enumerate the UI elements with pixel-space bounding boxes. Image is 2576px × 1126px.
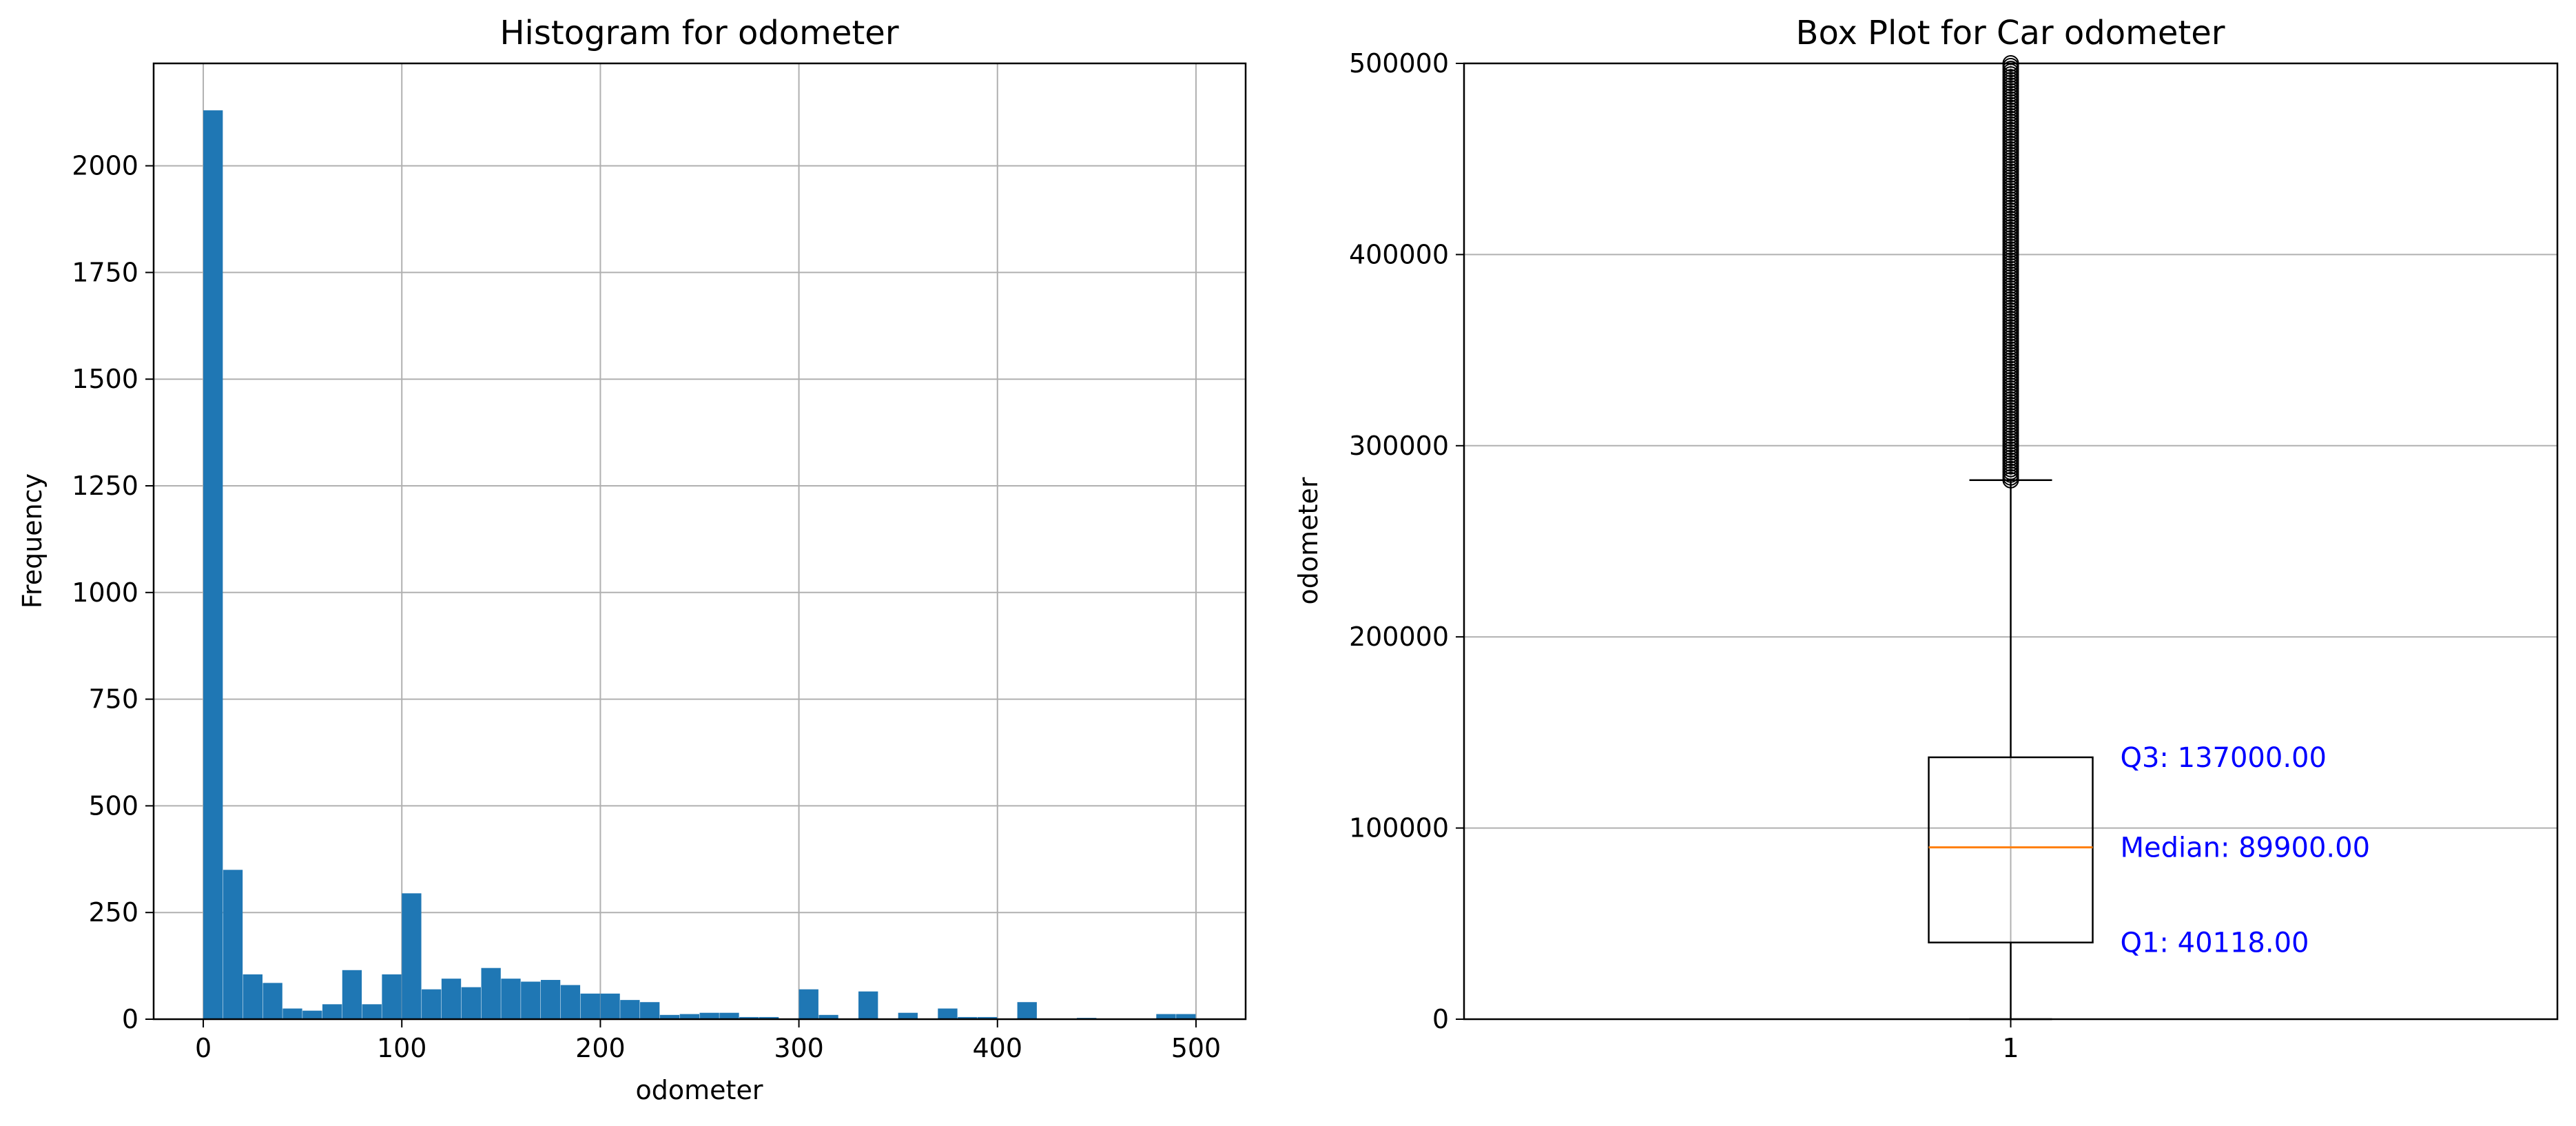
histogram-x-ticks: 0 100 200 300 400 500 (195, 1019, 1221, 1063)
histogram-y-tick-label: 250 (88, 897, 138, 928)
histogram-bar (1156, 1014, 1176, 1019)
histogram-bar (759, 1016, 779, 1019)
histogram-bar (798, 989, 818, 1019)
histogram-bar (818, 1014, 838, 1019)
histogram-bar (739, 1016, 759, 1019)
histogram-bar (679, 1014, 699, 1019)
histogram-x-tick-label: 200 (575, 1033, 626, 1063)
histogram-bar (243, 974, 262, 1019)
box-plot-y-axis-label: odometer (1293, 477, 1323, 604)
histogram-bar (1176, 1014, 1196, 1019)
histogram-bar (223, 870, 243, 1019)
box-plot-y-tick-label: 300000 (1349, 431, 1449, 461)
histogram-bar (620, 1000, 640, 1019)
histogram-bar (858, 991, 878, 1019)
histogram-chart: 0 100 200 300 400 500 0 250 500 750 1000 1250 1500 1… (17, 14, 1247, 1105)
histogram-bar (580, 993, 600, 1019)
histogram-x-tick-label: 500 (1171, 1033, 1222, 1063)
histogram-bar (402, 893, 422, 1019)
histogram-bar (461, 987, 481, 1019)
histogram-bar (262, 983, 282, 1019)
histogram-bar (282, 1008, 302, 1019)
histogram-bar (501, 979, 521, 1019)
histogram-x-tick-label: 0 (195, 1033, 212, 1063)
histogram-bar (382, 974, 402, 1019)
box-plot-y-tick-label: 0 (1432, 1004, 1449, 1034)
histogram-plot-frame (152, 62, 1247, 1021)
histogram-y-tick-label: 2000 (72, 151, 138, 181)
histogram-bar (540, 980, 561, 1019)
histogram-bar (560, 985, 581, 1019)
histogram-bar (362, 1004, 382, 1019)
histogram-bar (342, 970, 362, 1019)
median-annotation: Median: 89900.00 (2121, 832, 2371, 864)
histogram-bar (977, 1016, 998, 1019)
histogram-y-tick-label: 1750 (72, 257, 138, 287)
histogram-bar (958, 1016, 978, 1019)
box-plot-body (1928, 55, 2094, 1021)
histogram-y-tick-label: 750 (88, 684, 138, 715)
box-plot-y-tick-label: 200000 (1349, 622, 1449, 652)
histogram-bar (640, 1002, 660, 1019)
q1-annotation: Q1: 40118.00 (2121, 928, 2309, 959)
histogram-y-tick-label: 0 (122, 1004, 138, 1034)
histogram-y-axis-label: Frequency (17, 473, 48, 608)
histogram-bar (600, 993, 620, 1019)
histogram-bars (203, 110, 1196, 1020)
histogram-bar (719, 1012, 739, 1019)
histogram-bar (441, 979, 462, 1019)
histogram-y-tick-label: 1250 (72, 471, 138, 501)
histogram-x-tick-label: 400 (973, 1033, 1023, 1063)
histogram-x-tick-label: 300 (774, 1033, 824, 1063)
histogram-bar (322, 1004, 342, 1019)
box-plot-x-tick-label: 1 (2002, 1033, 2019, 1063)
histogram-bar (521, 981, 541, 1019)
histogram-y-tick-label: 500 (88, 790, 138, 821)
histogram-bar (938, 1008, 958, 1019)
box-plot-chart: 1 0 100000 200000 300000 400000 500000 Box Pl… (1293, 14, 2559, 1063)
box-plot-x-ticks: 1 (2002, 1019, 2019, 1063)
histogram-bar (302, 1010, 322, 1019)
histogram-bar (422, 989, 442, 1019)
histogram-y-tick-label: 1000 (72, 577, 138, 608)
box-plot-y-tick-label: 100000 (1349, 813, 1449, 843)
box-plot-y-tick-label: 400000 (1349, 239, 1449, 269)
box-plot-title: Box Plot for Car odometer (1796, 14, 2225, 52)
histogram-bar (481, 968, 501, 1019)
q3-annotation: Q3: 137000.00 (2121, 742, 2327, 774)
histogram-grid (154, 63, 1246, 1020)
box-plot-y-ticks: 0 100000 200000 300000 400000 500000 (1349, 48, 1464, 1034)
box-plot-y-tick-label: 500000 (1349, 48, 1449, 79)
histogram-x-tick-label: 100 (377, 1033, 427, 1063)
histogram-y-ticks: 0 250 500 750 1000 1250 1500 1750 2000 (72, 151, 154, 1034)
box-plot-box (1928, 756, 2094, 943)
histogram-bar (203, 110, 223, 1020)
histogram-bar (1017, 1002, 1037, 1019)
histogram-title: Histogram for odometer (499, 14, 898, 52)
histogram-bar (898, 1012, 918, 1019)
histogram-y-tick-label: 1500 (72, 364, 138, 394)
histogram-bar (659, 1014, 680, 1019)
histogram-x-axis-label: odometer (636, 1075, 763, 1105)
histogram-bar (699, 1012, 719, 1019)
